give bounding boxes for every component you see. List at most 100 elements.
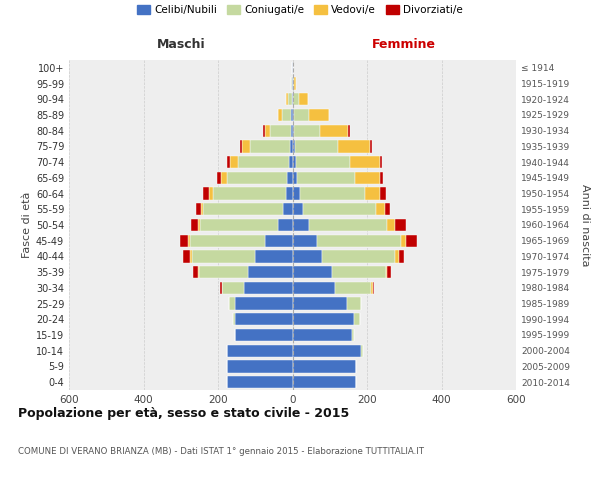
Bar	[295, 140, 338, 152]
Bar	[293, 219, 309, 231]
Bar	[200, 219, 278, 231]
Bar	[292, 93, 293, 106]
Bar	[278, 219, 293, 231]
Bar	[192, 250, 255, 262]
Bar	[388, 219, 395, 231]
Bar	[299, 93, 308, 106]
Bar	[282, 109, 292, 121]
Bar	[288, 93, 292, 106]
Bar	[292, 109, 293, 121]
Bar	[233, 313, 235, 326]
Bar	[388, 266, 391, 278]
Bar	[220, 282, 222, 294]
Bar	[199, 266, 248, 278]
Bar	[263, 124, 265, 137]
Text: Maschi: Maschi	[157, 38, 205, 51]
Bar	[235, 298, 293, 310]
Bar	[293, 360, 356, 372]
Bar	[361, 344, 363, 357]
Bar	[222, 282, 244, 294]
Bar	[295, 78, 296, 90]
Bar	[380, 156, 382, 168]
Bar	[398, 250, 404, 262]
Bar	[401, 234, 406, 247]
Bar	[293, 172, 297, 184]
Bar	[380, 172, 383, 184]
Bar	[349, 124, 350, 137]
Bar	[196, 203, 201, 215]
Bar	[188, 234, 190, 247]
Bar	[289, 156, 293, 168]
Bar	[293, 203, 303, 215]
Text: Femmine: Femmine	[372, 38, 436, 51]
Text: COMUNE DI VERANO BRIANZA (MB) - Dati ISTAT 1° gennaio 2015 - Elaborazione TUTTIT: COMUNE DI VERANO BRIANZA (MB) - Dati IST…	[18, 448, 424, 456]
Bar	[242, 140, 250, 152]
Bar	[250, 140, 290, 152]
Bar	[184, 250, 190, 262]
Bar	[293, 188, 300, 200]
Bar	[197, 266, 199, 278]
Bar	[293, 93, 299, 106]
Bar	[230, 156, 238, 168]
Bar	[293, 140, 295, 152]
Bar	[395, 250, 398, 262]
Bar	[371, 282, 373, 294]
Bar	[198, 219, 200, 231]
Bar	[293, 313, 354, 326]
Bar	[350, 156, 380, 168]
Bar	[203, 188, 209, 200]
Bar	[227, 360, 293, 372]
Legend: Celibi/Nubili, Coniugati/e, Vedovi/e, Divorziati/e: Celibi/Nubili, Coniugati/e, Vedovi/e, Di…	[135, 2, 465, 17]
Bar	[332, 266, 386, 278]
Bar	[354, 313, 359, 326]
Y-axis label: Fasce di età: Fasce di età	[22, 192, 32, 258]
Bar	[290, 140, 293, 152]
Bar	[338, 140, 370, 152]
Bar	[227, 376, 293, 388]
Bar	[191, 219, 198, 231]
Bar	[241, 140, 242, 152]
Bar	[190, 234, 265, 247]
Bar	[355, 172, 380, 184]
Bar	[190, 250, 192, 262]
Bar	[308, 109, 329, 121]
Bar	[373, 282, 374, 294]
Bar	[227, 172, 287, 184]
Bar	[386, 266, 388, 278]
Bar	[229, 298, 235, 310]
Bar	[365, 188, 380, 200]
Bar	[335, 282, 371, 294]
Bar	[248, 266, 293, 278]
Bar	[293, 266, 332, 278]
Bar	[320, 124, 349, 137]
Bar	[300, 188, 365, 200]
Bar	[235, 313, 293, 326]
Bar	[370, 140, 372, 152]
Bar	[293, 376, 356, 388]
Bar	[286, 93, 288, 106]
Bar	[293, 344, 361, 357]
Bar	[286, 188, 293, 200]
Bar	[293, 124, 295, 137]
Bar	[209, 188, 213, 200]
Bar	[227, 156, 230, 168]
Bar	[406, 234, 417, 247]
Bar	[293, 329, 352, 341]
Bar	[322, 250, 395, 262]
Bar	[293, 109, 308, 121]
Bar	[293, 78, 295, 90]
Bar	[293, 298, 347, 310]
Bar	[265, 234, 293, 247]
Bar	[385, 203, 391, 215]
Bar	[201, 203, 203, 215]
Bar	[278, 109, 282, 121]
Bar	[376, 203, 385, 215]
Bar	[283, 203, 293, 215]
Bar	[235, 329, 293, 341]
Bar	[255, 250, 293, 262]
Bar	[303, 203, 376, 215]
Bar	[347, 298, 361, 310]
Bar	[221, 172, 227, 184]
Bar	[270, 124, 290, 137]
Bar	[180, 234, 188, 247]
